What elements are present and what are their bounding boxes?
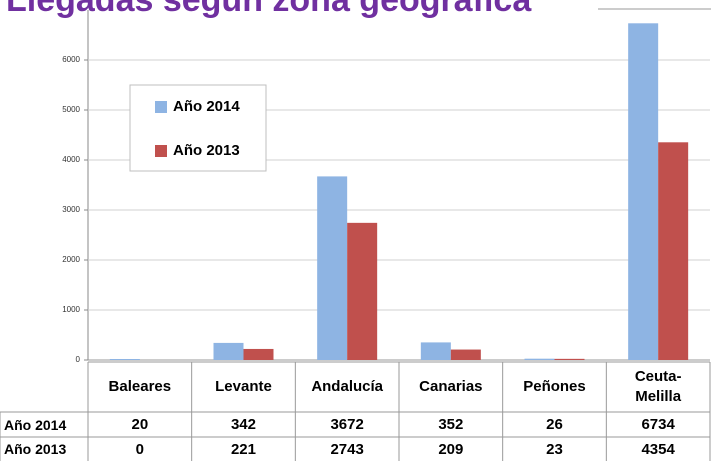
x-tick-label: Andalucía xyxy=(311,378,383,395)
table-value: 352 xyxy=(438,416,464,433)
table-value: 0 xyxy=(135,440,144,458)
x-tick-label: Peñones xyxy=(523,378,586,395)
table-value: 23 xyxy=(546,440,563,458)
x-tick-label: Canarias xyxy=(419,378,483,395)
bar xyxy=(347,222,378,360)
x-tick-label: Baleares xyxy=(108,378,172,395)
y-tick-label: 0 xyxy=(76,355,81,364)
bar xyxy=(420,342,451,360)
table-row-label: Año 2013 xyxy=(4,441,67,457)
table-value: 221 xyxy=(230,440,256,458)
bar xyxy=(524,358,555,360)
bar xyxy=(628,23,659,361)
y-tick-label: 6000 xyxy=(62,55,80,64)
y-tick-label: 3000 xyxy=(62,205,80,214)
bar xyxy=(243,348,274,360)
table-row-label: Año 2014 xyxy=(4,416,67,433)
table-value: 20 xyxy=(131,416,149,433)
chart-title: Llegadas según zona geográfica xyxy=(6,0,532,19)
bar xyxy=(213,342,244,360)
x-tick-label: Levante xyxy=(215,378,272,395)
legend-label: Año 2013 xyxy=(173,142,240,159)
table-value: 4354 xyxy=(641,440,675,458)
legend-swatch xyxy=(155,145,167,157)
legend-box xyxy=(129,84,267,172)
table-value: 26 xyxy=(546,416,563,433)
legend-label: Año 2014 xyxy=(173,98,240,115)
table-value: 342 xyxy=(230,416,256,433)
table-value: 2743 xyxy=(330,440,364,458)
bar xyxy=(450,349,481,360)
bar xyxy=(109,359,140,360)
bar xyxy=(317,176,348,360)
y-tick-label: 1000 xyxy=(62,305,80,314)
bar xyxy=(658,142,689,360)
bar xyxy=(554,358,585,360)
y-tick-label: 2000 xyxy=(62,255,80,264)
table-value: 6734 xyxy=(641,416,675,433)
y-tick-label: 4000 xyxy=(62,155,80,164)
x-tick-label: Ceuta-Melilla xyxy=(634,368,682,405)
y-tick-label: 5000 xyxy=(62,105,80,114)
legend-swatch xyxy=(155,101,167,113)
table-value: 209 xyxy=(438,440,464,458)
table-value: 3672 xyxy=(330,416,364,433)
